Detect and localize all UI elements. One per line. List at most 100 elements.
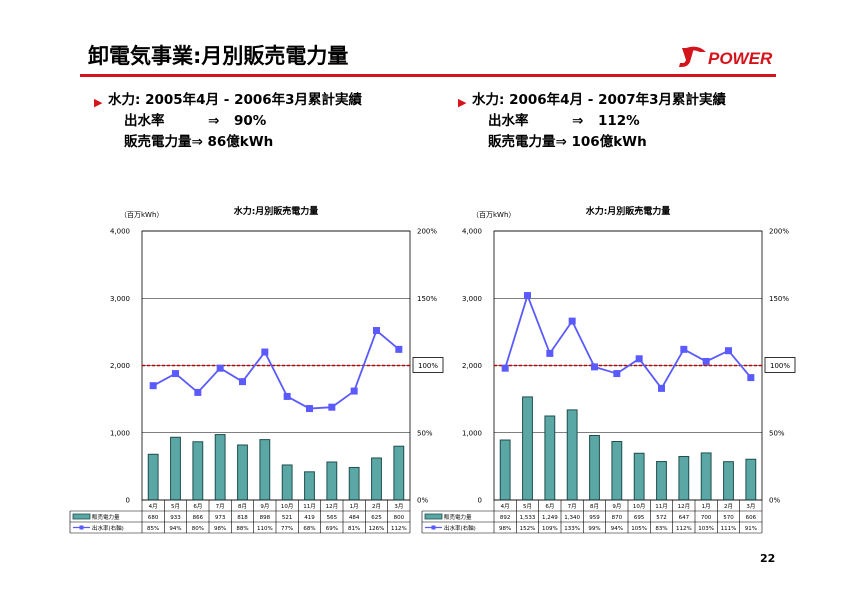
- category-label: 11月: [303, 503, 316, 510]
- page-title: 卸電気事業:月別販売電力量: [88, 44, 349, 68]
- bar-value-label: 933: [170, 515, 181, 521]
- line-marker: [658, 384, 665, 392]
- line-marker: [261, 348, 269, 356]
- y2-tick-label: 200%: [769, 228, 789, 236]
- bar: [371, 457, 382, 501]
- hydro-chart-fy2006: （百万kWh） 水力:月別販売電力量 0 1,000 2,000 3,000 4,000 0%…: [421, 200, 796, 545]
- category-label: 10月: [633, 503, 646, 510]
- line-value-label: 133%: [564, 526, 580, 532]
- chart-title: 水力:月別販売電力量: [234, 205, 319, 217]
- legend-bar-swatch: [72, 513, 91, 520]
- summary-line2-label: 販売電力量⇒: [488, 134, 567, 150]
- bullet-icon: ▶: [458, 96, 467, 109]
- bar-value-label: 572: [656, 515, 667, 521]
- jpower-logo: POWER: [679, 46, 773, 68]
- category-label: 10月: [281, 503, 294, 510]
- line-marker: [702, 357, 710, 365]
- y2-tick-label: 50%: [417, 429, 433, 437]
- line-value-label: 98%: [214, 526, 226, 532]
- bar-value-label: 973: [215, 515, 226, 521]
- hydro-chart-fy2005: （百万kWh） 水力:月別販売電力量 0 1,000 2,000 3,000 4,000 0%…: [69, 200, 444, 545]
- line-value-label: 94%: [611, 526, 623, 532]
- line-value-label: 105%: [631, 526, 647, 532]
- summary-line1-label: 出水率: [488, 113, 529, 129]
- line-marker: [216, 364, 224, 372]
- y2-tick-label: 0%: [769, 497, 780, 505]
- line-value-label: 91%: [745, 526, 757, 532]
- summary-left: ▶ 水力: 2005年4月 - 2006年3月累計実績 出水率 ⇒ 90% 販売電力…: [94, 90, 362, 153]
- bar: [192, 441, 204, 501]
- bar-value-label: 521: [282, 515, 293, 521]
- category-label: 7月: [216, 503, 225, 510]
- line-marker: [328, 403, 336, 411]
- category-label: 8月: [590, 503, 599, 510]
- line-marker: [568, 317, 576, 325]
- line-value-label: 94%: [169, 526, 181, 532]
- page-number: 22: [760, 552, 776, 565]
- bar: [237, 444, 248, 501]
- bullet-icon: ▶: [94, 96, 103, 109]
- bar: [611, 440, 623, 501]
- bar: [544, 415, 556, 501]
- bar: [723, 461, 734, 501]
- y-tick-label: 3,000: [462, 295, 482, 303]
- line-marker: [680, 345, 688, 353]
- chart-title: 水力:月別販売電力量: [586, 205, 671, 217]
- bar-value-label: 680: [148, 515, 159, 521]
- line-marker: [546, 349, 554, 357]
- logo-text: POWER: [708, 49, 773, 68]
- summary-line1-arrow: ⇒: [208, 113, 220, 129]
- line-marker: [524, 292, 531, 300]
- bar: [499, 439, 511, 501]
- bar: [745, 458, 757, 501]
- y-tick-label: 1,000: [110, 429, 130, 437]
- bar-value-label: 419: [304, 515, 315, 521]
- category-label: 8月: [238, 503, 247, 510]
- category-label: 9月: [260, 503, 269, 510]
- legend-line-label: 出水率(右軸): [444, 524, 476, 532]
- bar: [522, 396, 533, 501]
- line-marker: [283, 392, 291, 400]
- legend-line-label: 出水率(右軸): [92, 524, 124, 532]
- bar: [656, 461, 667, 501]
- line-value-label: 69%: [326, 526, 338, 532]
- line-value-label: 112%: [676, 526, 692, 532]
- bar: [393, 445, 405, 501]
- bar-value-label: 959: [589, 515, 600, 521]
- category-label: 12月: [326, 503, 339, 510]
- category-label: 3月: [394, 503, 403, 510]
- y-tick-label: 4,000: [462, 228, 482, 236]
- bar-value-label: 484: [349, 515, 360, 521]
- line-marker: [635, 355, 643, 363]
- bar: [147, 453, 159, 501]
- line-value-label: 126%: [369, 526, 385, 532]
- category-label: 6月: [193, 503, 202, 510]
- legend-bar-label: 販売電力量: [444, 513, 472, 521]
- y-tick-label: 4,000: [110, 228, 130, 236]
- summary-line1-label: 出水率: [124, 113, 165, 129]
- bar-value-label: 606: [746, 515, 757, 521]
- line-value-label: 109%: [542, 526, 558, 532]
- y-tick-label: 1,000: [462, 429, 482, 437]
- line-value-label: 77%: [281, 526, 293, 532]
- line-marker: [149, 382, 157, 390]
- summary-line1-value: 112%: [598, 113, 640, 129]
- line-marker: [747, 374, 755, 382]
- y-tick-label: 0: [126, 497, 130, 505]
- line-marker: [172, 370, 179, 378]
- bar-value-label: 898: [260, 515, 271, 521]
- line-value-label: 112%: [391, 526, 407, 532]
- category-label: 7月: [568, 503, 577, 510]
- line-value-label: 110%: [257, 526, 273, 532]
- title-underline: [80, 74, 776, 77]
- bar-value-label: 870: [612, 515, 623, 521]
- line-series: [504, 292, 752, 390]
- legend-line-marker: [79, 525, 84, 530]
- bar-value-label: 1,533: [520, 515, 536, 521]
- y2-tick-label: 50%: [769, 429, 785, 437]
- summary-line1-value: 90%: [234, 113, 267, 129]
- bar-value-label: 800: [394, 515, 405, 521]
- bar: [170, 436, 181, 501]
- bar-value-label: 570: [723, 515, 734, 521]
- reference-label: 100%: [418, 362, 438, 370]
